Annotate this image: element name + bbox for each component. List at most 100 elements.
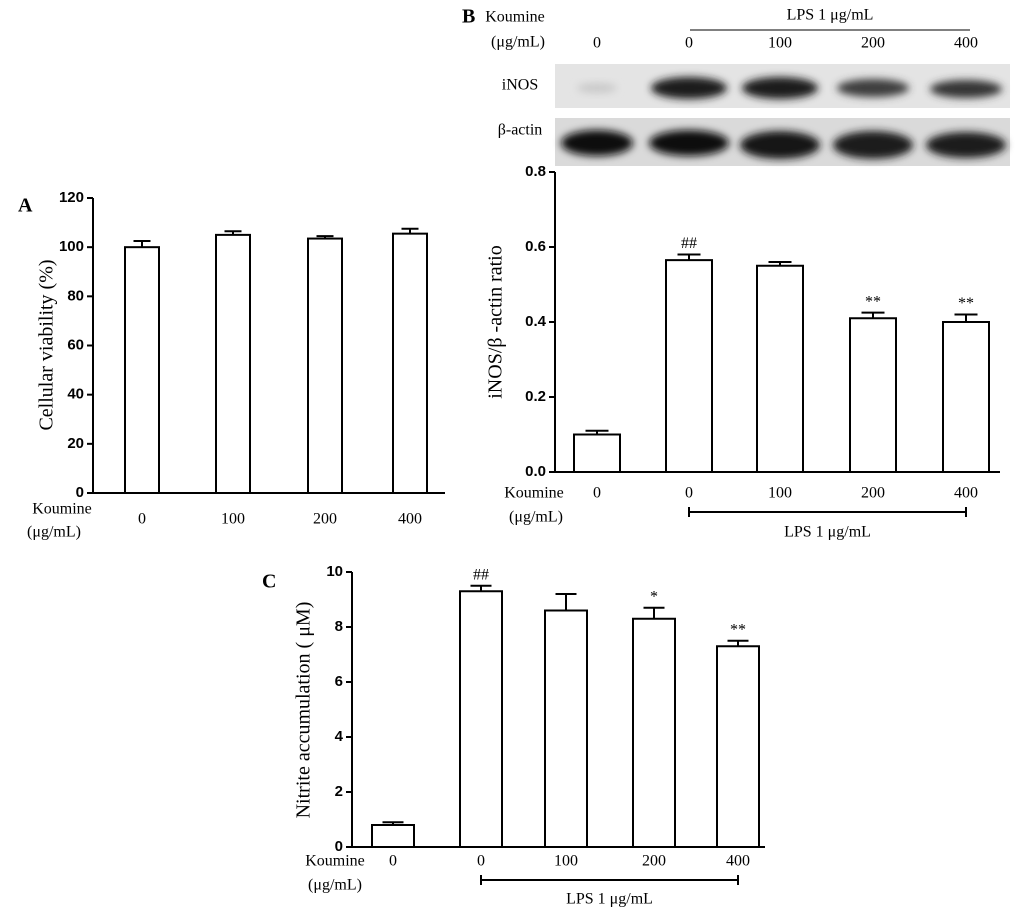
row-label: β-actin: [498, 122, 543, 139]
y-axis-label: iNOS/β -actin ratio: [485, 245, 507, 398]
panel-label: C: [262, 571, 276, 593]
x-axis-label: (μg/mL): [308, 877, 362, 894]
bar: [459, 590, 503, 848]
bar: [124, 246, 160, 494]
blot-band: [561, 130, 633, 156]
y-tick-label: 120: [59, 189, 84, 206]
group-label: LPS 1 μg/mL: [566, 891, 653, 908]
panel-label: A: [18, 195, 33, 217]
y-tick-label: 0: [76, 484, 84, 501]
y-tick-label: 80: [67, 287, 84, 304]
error-bar: [470, 584, 492, 592]
x-tick-label: 0: [389, 853, 397, 870]
x-axis-label: (μg/mL): [27, 524, 81, 541]
x-tick-label: 400: [726, 853, 750, 870]
bar: [716, 645, 760, 848]
lane-label: 0: [593, 35, 601, 52]
significance-mark: **: [958, 295, 974, 312]
error-bar: [585, 429, 609, 435]
western-blot: B Koumine (μg/mL) LPS 1 μg/mL 0 0 100 20…: [462, 6, 1010, 166]
y-tick-label: 0.6: [525, 238, 546, 255]
blot-band: [837, 79, 909, 97]
y-axis-label: Nitrite accumulation ( μM): [293, 602, 315, 819]
x-tick-label: 0: [138, 511, 146, 528]
y-tick-label: 2: [335, 783, 343, 800]
row-label: iNOS: [502, 77, 538, 94]
blot-x-label: (μg/mL): [491, 34, 545, 51]
bar: [307, 237, 343, 494]
significance-mark: ##: [681, 235, 697, 252]
y-tick-label: 100: [59, 238, 84, 255]
x-tick-label: 100: [554, 853, 578, 870]
y-tick-label: 10: [326, 563, 343, 580]
error-bar: [954, 313, 978, 322]
y-tick-label: 0.0: [525, 463, 546, 480]
x-tick-label: 200: [313, 511, 337, 528]
y-axis-label: Cellular viability (%): [36, 259, 58, 430]
blot-band: [740, 131, 820, 159]
lane-label: 100: [768, 35, 792, 52]
bar: [215, 233, 251, 494]
bar: [371, 824, 415, 848]
x-tick-label: 200: [642, 853, 666, 870]
x-tick-label: 100: [221, 511, 245, 528]
y-tick-label: 60: [67, 336, 84, 353]
error-bar: [727, 639, 749, 647]
significance-mark: ##: [473, 566, 489, 583]
x-tick-label: 400: [398, 511, 422, 528]
blot-band: [577, 83, 617, 93]
error-bar: [133, 240, 151, 248]
x-tick-label: 400: [954, 485, 978, 502]
significance-mark: *: [650, 588, 658, 605]
error-bar: [382, 821, 404, 825]
y-tick-label: 0.8: [525, 163, 546, 180]
x-axis-label: Koumine: [32, 501, 92, 518]
blot-band: [930, 80, 1002, 98]
error-bar: [401, 227, 419, 234]
group-label: LPS 1 μg/mL: [784, 524, 871, 541]
x-axis-label: Koumine: [305, 853, 365, 870]
x-tick-label: 100: [768, 485, 792, 502]
blot-band: [742, 77, 818, 99]
x-axis-label: (μg/mL): [509, 509, 563, 526]
bar: [665, 259, 713, 473]
blot-band: [833, 131, 913, 159]
error-bar: [224, 230, 242, 235]
y-tick-label: 20: [67, 435, 84, 452]
blot-band: [651, 77, 727, 99]
group-bracket: [480, 875, 739, 885]
x-tick-label: 200: [861, 485, 885, 502]
x-tick-label: 0: [593, 485, 601, 502]
error-bar: [643, 606, 665, 619]
error-bar: [316, 235, 334, 239]
lane-label: 200: [861, 35, 885, 52]
bar: [544, 609, 588, 848]
x-tick-label: 0: [685, 485, 693, 502]
bar: [942, 321, 990, 473]
lane-label: 0: [685, 35, 693, 52]
y-tick-label: 4: [335, 728, 344, 745]
x-axis-label: Koumine: [504, 485, 564, 502]
panel-label: B: [462, 6, 475, 28]
y-tick-label: 0: [335, 838, 343, 855]
significance-mark: **: [730, 621, 746, 638]
y-tick-label: 40: [67, 386, 84, 403]
y-tick-label: 6: [335, 673, 343, 690]
blot-x-label: Koumine: [485, 9, 545, 26]
y-tick-label: 8: [335, 618, 343, 635]
significance-mark: **: [865, 293, 881, 310]
group-bracket: [688, 507, 967, 517]
y-tick-label: 0.2: [525, 388, 546, 405]
blot-band: [926, 132, 1006, 158]
error-bar: [768, 261, 792, 266]
bar: [849, 317, 897, 473]
error-bar: [555, 593, 577, 611]
blot-band: [649, 130, 729, 156]
bar: [392, 232, 428, 494]
group-label: LPS 1 μg/mL: [787, 7, 874, 24]
error-bar: [861, 311, 885, 319]
y-tick-label: 0.4: [525, 313, 547, 330]
x-tick-label: 0: [477, 853, 485, 870]
error-bar: [677, 253, 701, 261]
